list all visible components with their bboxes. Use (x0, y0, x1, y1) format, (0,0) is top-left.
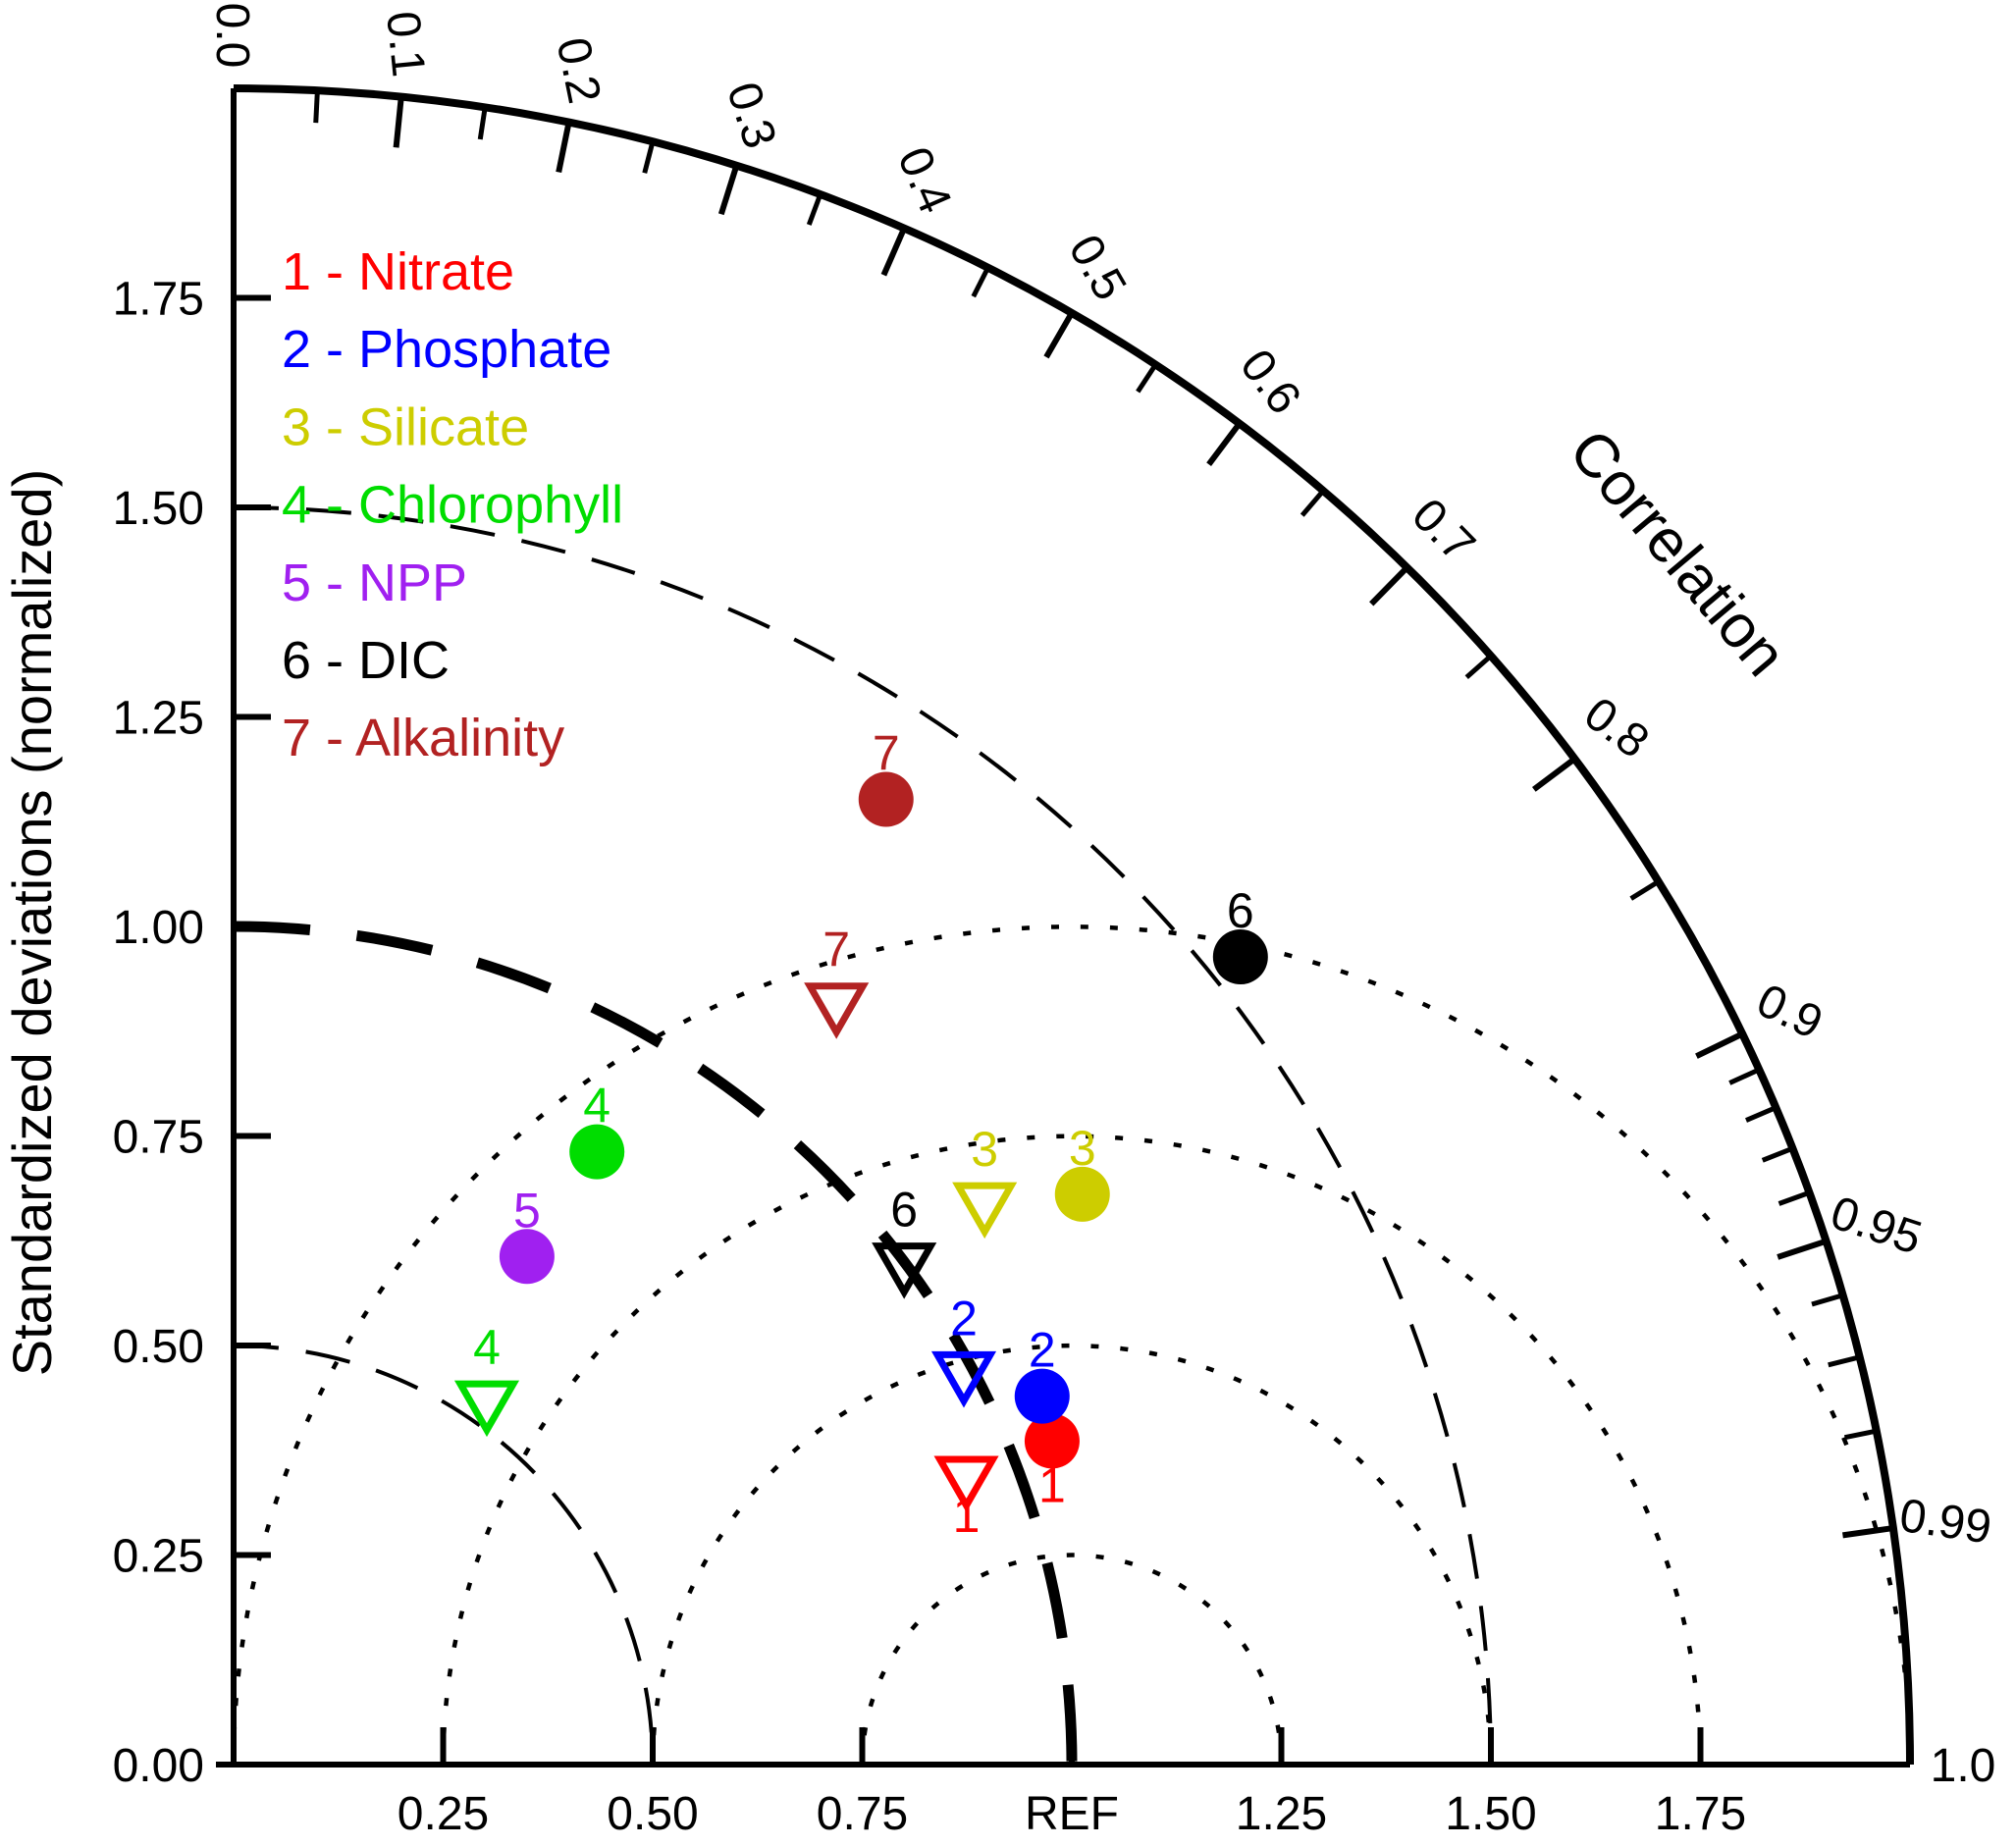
corr-minor-tick-0.35 (806, 193, 823, 226)
y-tick-label-1.00: 1.00 (113, 902, 204, 954)
corr-major-tick-0.99 (1842, 1525, 1894, 1539)
x-tick-label-1.75: 1.75 (1655, 1788, 1746, 1840)
marker-triangle-chlorophyll (453, 1380, 520, 1438)
corr-tick-label-0.1: 0.1 (376, 9, 434, 79)
corr-tick-label-0.9: 0.9 (1749, 975, 1830, 1050)
x-tick-label-0.50: 0.50 (607, 1788, 698, 1840)
marker-triangle-label-chlorophyll: 4 (473, 1320, 501, 1375)
corr-tick-label-0.5: 0.5 (1058, 227, 1136, 309)
corr-major-tick-0.3 (717, 164, 740, 216)
legend-item-alkalinity: 7 - Alkalinity (282, 709, 564, 767)
corr-minor-tick-0.85 (1629, 879, 1661, 901)
x-tick-label-1.25: 1.25 (1236, 1788, 1327, 1840)
marker-triangle-label-silicate: 3 (971, 1122, 998, 1177)
marker-circle-label-phosphate: 2 (1029, 1323, 1056, 1378)
marker-triangle-alkalinity (804, 982, 870, 1039)
y-tick-label-1.50: 1.50 (113, 483, 204, 535)
corr-minor-tick-0.05 (313, 90, 320, 124)
marker-circle-label-alkalinity: 7 (873, 726, 900, 781)
corr-major-tick-0.9 (1695, 1030, 1744, 1059)
marker-triangle-label-phosphate: 2 (950, 1291, 978, 1346)
corr-minor-tick-0.91 (1728, 1067, 1761, 1085)
corr-minor-tick-0.55 (1136, 363, 1158, 394)
corr-major-tick-0.95 (1777, 1238, 1828, 1260)
marker-triangle-label-dic: 6 (890, 1183, 918, 1238)
corr-tick-label-0.8: 0.8 (1574, 688, 1658, 768)
corr-minor-tick-0.93 (1761, 1145, 1794, 1163)
y-tick-label-1.75: 1.75 (113, 273, 204, 325)
corr-tick-label-0.3: 0.3 (716, 77, 786, 155)
marker-triangle-label-alkalinity: 7 (822, 923, 850, 977)
legend-item-phosphate: 2 - Phosphate (282, 320, 611, 379)
corr-minor-tick-0.94 (1777, 1189, 1811, 1206)
corr-tick-label-0.6: 0.6 (1230, 341, 1310, 424)
marker-triangle-label-nitrate: 1 (953, 1488, 981, 1543)
x-tick-label-0.25: 0.25 (398, 1788, 489, 1840)
marker-triangle-silicate (952, 1182, 1018, 1240)
legend-item-dic: 6 - DIC (282, 631, 450, 690)
corr-tick-label-0.95: 0.95 (1825, 1187, 1928, 1265)
x-tick-label-1.50: 1.50 (1445, 1788, 1536, 1840)
corr-minor-tick-0.97 (1828, 1354, 1861, 1368)
rms-arc-1 (231, 924, 1913, 1766)
legend-item-nitrate: 1 - Nitrate (282, 242, 514, 301)
marker-circle-dic (1212, 928, 1268, 984)
corr-tick-label-0.0: 0.0 (206, 3, 258, 69)
corr-major-tick-0.4 (880, 227, 907, 277)
corr-minor-tick-0.15 (477, 106, 488, 140)
x-tick-label-0.75: 0.75 (817, 1788, 908, 1840)
marker-circle-chlorophyll (569, 1124, 625, 1180)
y-tick-label-0.75: 0.75 (113, 1111, 204, 1163)
corr-tick-label-0.99: 0.99 (1896, 1490, 1994, 1555)
marker-triangle-phosphate (930, 1350, 997, 1408)
corr-major-tick-0.5 (1043, 311, 1075, 359)
corr-minor-tick-0.96 (1811, 1293, 1844, 1307)
corr-minor-tick-0.98 (1844, 1428, 1878, 1441)
corr-minor-tick-0.75 (1464, 654, 1493, 679)
marker-circle-label-chlorophyll: 4 (583, 1079, 610, 1134)
marker-triangle-dic (872, 1242, 937, 1299)
marker-circle-label-silicate: 3 (1069, 1121, 1096, 1176)
marker-circle-label-npp: 5 (513, 1183, 541, 1238)
y-tick-label-0.25: 0.25 (113, 1530, 204, 1582)
y-tick-label-0.00: 0.00 (113, 1740, 204, 1792)
corr-tick-label-1.0: 1.0 (1931, 1740, 1996, 1792)
std-arc-1 (233, 921, 1078, 1766)
corr-minor-tick-0.25 (642, 140, 656, 174)
marker-circle-npp (499, 1229, 555, 1285)
marker-circle-phosphate (1014, 1368, 1070, 1424)
marker-triangle-nitrate (933, 1455, 999, 1512)
marker-circle-silicate (1054, 1166, 1110, 1222)
corr-major-tick-0.7 (1369, 565, 1409, 607)
correlation-axis-title: Correlation (1556, 417, 1799, 689)
y-tick-label-1.25: 1.25 (113, 692, 204, 744)
legend-item-chlorophyll: 4 - Chlorophyll (282, 476, 623, 535)
corr-minor-tick-0.65 (1300, 489, 1326, 517)
corr-tick-label-0.4: 0.4 (887, 139, 961, 220)
x-tick-label-REF: REF (1025, 1788, 1119, 1840)
corr-major-tick-0.2 (556, 121, 572, 174)
std-arc-1.5 (233, 505, 1493, 1766)
corr-major-tick-0.6 (1206, 421, 1243, 467)
y-axis-title: Standardized deviations (normalized) (1, 469, 63, 1377)
marker-circle-label-dic: 6 (1227, 883, 1254, 938)
rms-arc-0.5 (650, 1343, 1494, 1766)
corr-minor-tick-0.45 (971, 266, 990, 298)
correlation-axis-arc (233, 84, 1914, 1766)
corr-major-tick-0.1 (393, 96, 404, 148)
corr-minor-tick-0.92 (1745, 1105, 1777, 1123)
y-tick-label-0.50: 0.50 (113, 1321, 204, 1373)
rms-arc-0.25 (860, 1553, 1284, 1766)
marker-circle-nitrate (1024, 1413, 1080, 1469)
legend-item-npp: 5 - NPP (282, 554, 467, 612)
legend-item-silicate: 3 - Silicate (282, 397, 529, 456)
marker-circle-label-nitrate: 1 (1038, 1457, 1066, 1512)
corr-tick-label-0.7: 0.7 (1402, 489, 1485, 572)
marker-circle-alkalinity (858, 771, 914, 827)
corr-tick-label-0.2: 0.2 (547, 33, 610, 108)
std-arc-0.5 (233, 1344, 655, 1766)
corr-major-tick-0.8 (1532, 756, 1577, 792)
